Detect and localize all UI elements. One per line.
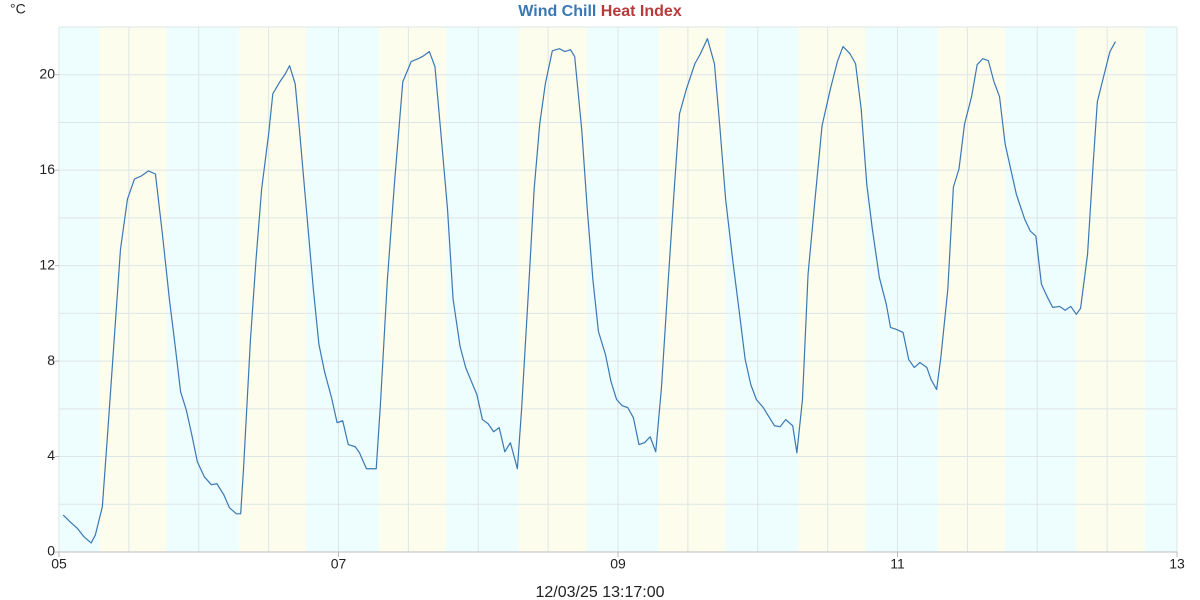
legend-entry: Wind Chill: [518, 3, 596, 20]
x-tick-label: 13: [1169, 556, 1185, 572]
y-tick-label: 8: [47, 352, 55, 368]
y-tick-label: 4: [47, 447, 55, 463]
legend-entry: Heat Index: [601, 3, 682, 20]
y-unit: °C: [10, 1, 26, 17]
legend: Wind Chill Heat Index: [518, 3, 682, 20]
day-band: [938, 27, 1006, 552]
x-tick-label: 07: [331, 556, 347, 572]
day-band: [518, 27, 588, 552]
day-band: [1076, 27, 1145, 552]
x-tick-label: 09: [610, 556, 626, 572]
y-tick-label: 12: [39, 256, 55, 272]
day-band: [379, 27, 447, 552]
grid: [55, 26, 1178, 557]
y-tick-label: 0: [47, 543, 55, 559]
y-tick-label: 16: [39, 161, 55, 177]
plot: [62, 38, 1117, 544]
x-tick-label: 05: [51, 556, 67, 572]
x-tick-label: 11: [890, 556, 905, 572]
day-band: [658, 27, 726, 552]
line: [62, 38, 1117, 544]
day-band: [239, 27, 307, 552]
day-band: [99, 27, 167, 552]
day-band: [798, 27, 866, 552]
x-axis-label: 12/03/25 13:17:00: [535, 584, 664, 600]
y-tick-label: 20: [39, 65, 55, 81]
